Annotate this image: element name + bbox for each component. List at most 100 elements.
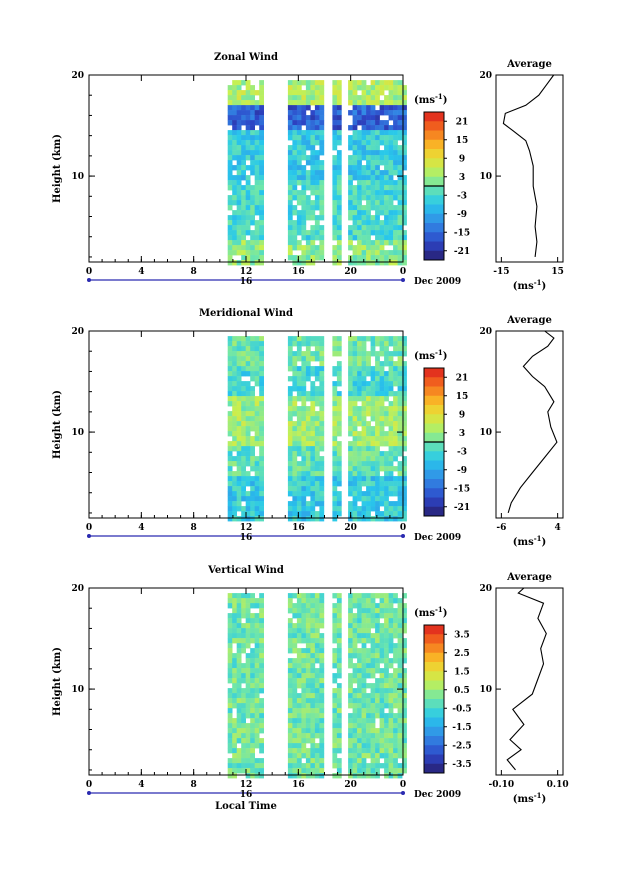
heatmap-cell bbox=[393, 653, 398, 659]
heatmap-cell bbox=[259, 598, 264, 604]
heatmap-cell bbox=[332, 431, 338, 437]
heatmap-cell bbox=[332, 145, 338, 151]
heatmap-cell bbox=[314, 115, 320, 121]
heatmap-cell bbox=[402, 603, 407, 609]
heatmap-cell bbox=[348, 225, 353, 231]
heatmap-cell bbox=[352, 401, 358, 407]
heatmap-cell bbox=[287, 100, 293, 106]
heatmap-cell bbox=[287, 215, 293, 221]
heatmap-cell bbox=[336, 351, 342, 357]
heatmap-cell bbox=[379, 100, 385, 106]
heatmap-cell bbox=[393, 713, 398, 719]
heatmap-cell bbox=[301, 738, 307, 744]
heatmap-cell bbox=[336, 346, 342, 352]
heatmap-cell bbox=[301, 396, 307, 402]
heatmap-cell bbox=[292, 501, 298, 507]
heatmap-cell bbox=[232, 743, 237, 749]
heatmap-cell bbox=[332, 476, 338, 482]
colorbar-unit-label: (ms-1) bbox=[414, 92, 447, 106]
heatmap-cell bbox=[296, 431, 302, 437]
heatmap-cell bbox=[250, 683, 255, 689]
heatmap-cell bbox=[292, 758, 298, 764]
heatmap-cell bbox=[332, 593, 338, 599]
heatmap-cell bbox=[250, 416, 255, 422]
heatmap-cell bbox=[388, 80, 394, 86]
heatmap-cell bbox=[232, 623, 237, 629]
heatmap-cell bbox=[310, 466, 316, 472]
heatmap-cell bbox=[305, 471, 311, 477]
heatmap-cell bbox=[236, 215, 242, 221]
heatmap-cell bbox=[292, 623, 298, 629]
heatmap-cell bbox=[236, 180, 242, 186]
heatmap-cell bbox=[375, 436, 380, 442]
heatmap-cell bbox=[384, 663, 389, 669]
heatmap-cell bbox=[348, 346, 353, 352]
heatmap-cell bbox=[310, 663, 316, 669]
heatmap-cell bbox=[296, 673, 302, 679]
heatmap-cell bbox=[361, 396, 367, 402]
heatmap-cell bbox=[305, 140, 311, 146]
heatmap-cell bbox=[388, 366, 394, 372]
panel-title: Zonal Wind bbox=[214, 52, 278, 63]
heatmap-cell bbox=[287, 618, 293, 624]
heatmap-cell bbox=[388, 431, 394, 437]
heatmap-cell bbox=[301, 491, 307, 497]
heatmap-cell bbox=[254, 653, 260, 659]
heatmap-cell bbox=[384, 603, 389, 609]
heatmap-cell bbox=[370, 451, 376, 457]
heatmap-cell bbox=[361, 135, 367, 141]
heatmap-cell bbox=[310, 95, 316, 101]
heatmap-cell bbox=[245, 245, 251, 251]
heatmap-cell bbox=[250, 195, 255, 201]
heatmap-cell bbox=[227, 466, 233, 472]
heatmap-cell bbox=[310, 180, 316, 186]
heatmap-cell bbox=[232, 698, 237, 704]
heatmap-cell bbox=[254, 618, 260, 624]
heatmap-cell bbox=[241, 200, 246, 206]
heatmap-cell bbox=[292, 135, 298, 141]
heatmap-cell bbox=[241, 753, 246, 759]
heatmap-cell bbox=[357, 516, 362, 522]
heatmap-cell bbox=[241, 426, 246, 432]
heatmap-cell bbox=[379, 693, 385, 699]
heatmap-cell bbox=[319, 336, 325, 342]
date-bar-end bbox=[87, 278, 91, 282]
heatmap-cell bbox=[319, 678, 325, 684]
heatmap-cell bbox=[301, 250, 307, 256]
heatmap-cell bbox=[254, 663, 260, 669]
heatmap-cell bbox=[296, 658, 302, 664]
heatmap-cell bbox=[314, 516, 320, 522]
heatmap-cell bbox=[241, 215, 246, 221]
heatmap-cell bbox=[361, 698, 367, 704]
heatmap-cell bbox=[250, 386, 255, 392]
heatmap-cell bbox=[336, 693, 342, 699]
heatmap-cell bbox=[397, 195, 403, 201]
heatmap-cell bbox=[388, 215, 394, 221]
heatmap-cell bbox=[384, 240, 389, 246]
heatmap-cell bbox=[352, 481, 358, 487]
heatmap-cell bbox=[227, 748, 233, 754]
heatmap-cell bbox=[259, 381, 264, 387]
heatmap-cell bbox=[352, 85, 358, 91]
heatmap-cell bbox=[254, 336, 260, 342]
heatmap-cell bbox=[227, 336, 233, 342]
heatmap-cell bbox=[259, 613, 264, 619]
heatmap-cell bbox=[314, 90, 320, 96]
heatmap-cell bbox=[292, 658, 298, 664]
heatmap-cell bbox=[241, 748, 246, 754]
heatmap-cell bbox=[259, 95, 264, 101]
heatmap-cell bbox=[232, 165, 237, 171]
heatmap-cell bbox=[319, 356, 325, 362]
heatmap-cell bbox=[301, 135, 307, 141]
heatmap-cell bbox=[250, 763, 255, 769]
heatmap-cell bbox=[352, 728, 358, 734]
heatmap-cell bbox=[241, 421, 246, 427]
colorbar-swatch bbox=[424, 241, 444, 252]
heatmap-cell bbox=[388, 165, 394, 171]
heatmap-cell bbox=[245, 90, 251, 96]
heatmap-cell bbox=[292, 366, 298, 372]
heatmap-cell bbox=[259, 608, 264, 614]
heatmap-cell bbox=[336, 115, 342, 121]
heatmap-cell bbox=[361, 391, 367, 397]
heatmap-cell bbox=[336, 446, 342, 452]
